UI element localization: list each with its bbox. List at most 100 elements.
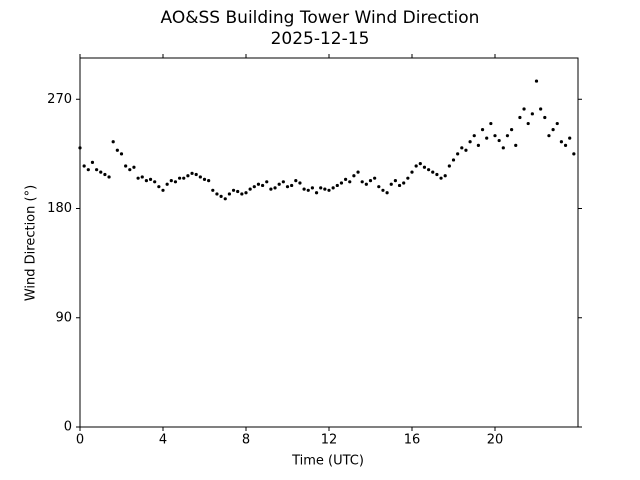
data-point — [173, 180, 178, 184]
data-point — [244, 191, 248, 195]
data-point — [410, 170, 414, 174]
data-point — [339, 181, 344, 185]
data-point — [526, 121, 530, 126]
data-point — [111, 140, 115, 144]
data-point — [252, 185, 256, 189]
data-point — [219, 194, 223, 198]
data-point — [377, 185, 381, 189]
data-point — [518, 115, 522, 120]
data-point — [547, 134, 551, 138]
data-point — [223, 197, 227, 201]
x-tick-label: 20 — [487, 433, 504, 448]
data-point — [393, 178, 397, 183]
data-point — [99, 170, 103, 174]
chart-subtitle: 2025-12-15 — [271, 29, 370, 49]
data-point — [572, 152, 576, 156]
data-point — [522, 107, 526, 111]
data-point — [389, 182, 393, 186]
data-point — [331, 186, 335, 190]
data-point — [422, 165, 427, 169]
data-point — [493, 134, 497, 138]
data-point — [543, 115, 547, 120]
data-point — [335, 183, 339, 188]
data-point — [310, 186, 314, 190]
data-point — [414, 164, 418, 168]
data-point — [182, 176, 186, 180]
data-point — [314, 191, 319, 195]
data-point — [132, 165, 136, 169]
data-point — [269, 187, 273, 191]
data-point — [352, 174, 356, 178]
data-point — [285, 185, 290, 189]
data-point — [165, 182, 169, 186]
data-point — [555, 121, 559, 126]
y-tick-label: 270 — [47, 92, 72, 107]
data-point — [497, 138, 501, 143]
data-point — [298, 181, 302, 185]
data-point — [406, 176, 410, 180]
data-point — [169, 178, 173, 183]
data-point — [510, 128, 514, 132]
data-point — [514, 143, 518, 147]
data-point — [78, 146, 82, 150]
data-point — [418, 162, 422, 166]
x-tick-label: 8 — [242, 433, 250, 448]
data-point — [136, 176, 140, 180]
data-point — [144, 178, 148, 183]
y-tick-label: 0 — [64, 420, 72, 435]
x-axis-label: Time (UTC) — [291, 454, 364, 469]
data-point — [559, 140, 564, 144]
data-point — [302, 187, 306, 191]
data-point — [505, 134, 510, 138]
data-point — [364, 182, 368, 186]
data-point — [568, 136, 572, 140]
data-point — [90, 160, 95, 164]
data-point — [385, 191, 389, 195]
data-point — [290, 183, 294, 188]
data-point — [451, 158, 456, 162]
data-point — [551, 128, 555, 132]
data-point — [460, 146, 464, 150]
data-point — [194, 172, 198, 177]
data-point — [360, 180, 364, 184]
data-point — [153, 180, 157, 184]
data-point — [501, 146, 505, 150]
data-point — [381, 188, 385, 192]
data-point — [323, 187, 327, 191]
data-point — [202, 177, 207, 181]
x-tick-label: 0 — [76, 433, 84, 448]
data-point — [231, 188, 236, 192]
data-point — [530, 112, 534, 116]
data-point — [402, 181, 406, 185]
y-tick-label: 180 — [47, 201, 72, 216]
data-point — [464, 148, 468, 152]
y-axis-label: Wind Direction (°) — [24, 185, 39, 301]
data-point — [211, 188, 215, 192]
data-point — [107, 175, 111, 179]
data-point — [277, 182, 281, 186]
data-point — [281, 180, 285, 184]
data-point — [248, 187, 252, 191]
data-point — [344, 177, 348, 181]
data-point — [472, 134, 476, 138]
data-point — [95, 168, 99, 172]
data-point — [319, 186, 323, 190]
data-point — [265, 180, 269, 184]
data-point — [178, 176, 182, 180]
data-point — [563, 143, 568, 147]
data-point — [539, 107, 543, 111]
x-tick-label: 16 — [404, 433, 421, 448]
data-point — [103, 172, 107, 177]
data-point — [427, 168, 431, 172]
data-point — [397, 183, 402, 188]
data-point — [119, 152, 124, 156]
data-point — [439, 176, 443, 180]
data-point — [368, 178, 373, 183]
data-point — [198, 175, 202, 179]
data-point — [447, 164, 451, 168]
data-point — [294, 178, 298, 183]
data-point — [157, 185, 161, 189]
data-point — [327, 188, 331, 192]
